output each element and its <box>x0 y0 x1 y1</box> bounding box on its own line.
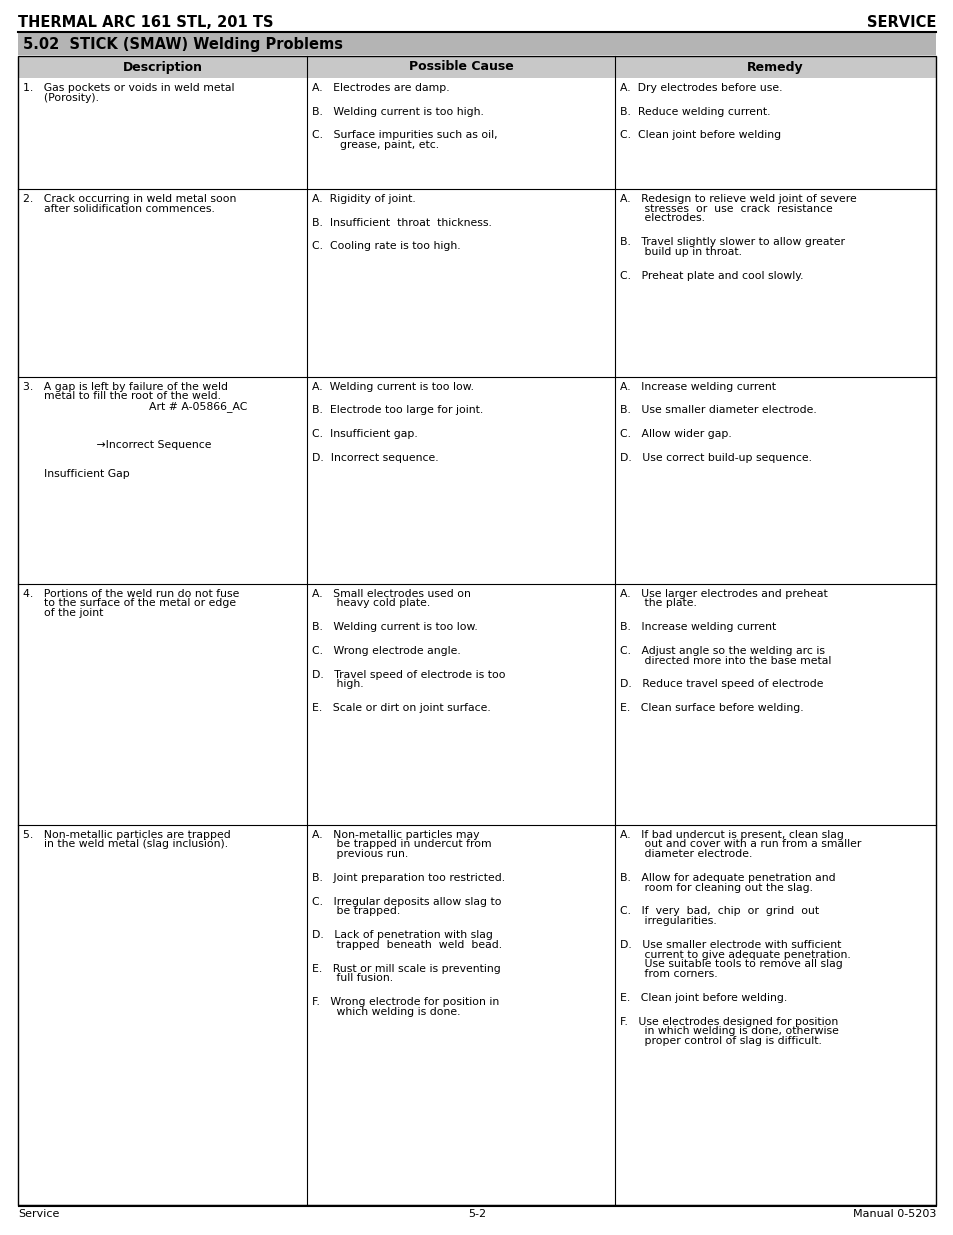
Text: in which welding is done, otherwise: in which welding is done, otherwise <box>619 1026 838 1036</box>
Text: Service: Service <box>18 1209 59 1219</box>
Text: E.   Rust or mill scale is preventing: E. Rust or mill scale is preventing <box>312 963 500 973</box>
Text: E.   Clean joint before welding.: E. Clean joint before welding. <box>619 993 786 1003</box>
Text: A.   Increase welding current: A. Increase welding current <box>619 382 775 391</box>
Text: 5.   Non-metallic particles are trapped: 5. Non-metallic particles are trapped <box>23 830 231 840</box>
Text: C.  Clean joint before welding: C. Clean joint before welding <box>619 131 780 141</box>
Text: 5-2: 5-2 <box>468 1209 485 1219</box>
Text: F.   Wrong electrode for position in: F. Wrong electrode for position in <box>312 997 499 1007</box>
Text: full fusion.: full fusion. <box>312 973 393 983</box>
Text: →Incorrect Sequence: →Incorrect Sequence <box>23 440 212 450</box>
Text: current to give adequate penetration.: current to give adequate penetration. <box>619 950 849 960</box>
Text: THERMAL ARC 161 STL, 201 TS: THERMAL ARC 161 STL, 201 TS <box>18 15 274 30</box>
Text: heavy cold plate.: heavy cold plate. <box>312 599 430 609</box>
Text: build up in throat.: build up in throat. <box>619 247 740 257</box>
Text: electrodes.: electrodes. <box>619 214 704 224</box>
Text: B.  Insufficient  throat  thickness.: B. Insufficient throat thickness. <box>312 217 492 227</box>
Text: Remedy: Remedy <box>746 61 802 74</box>
Text: which welding is done.: which welding is done. <box>312 1007 460 1016</box>
Text: 1.   Gas pockets or voids in weld metal: 1. Gas pockets or voids in weld metal <box>23 83 234 93</box>
Text: irregularities.: irregularities. <box>619 916 716 926</box>
Text: C.   Irregular deposits allow slag to: C. Irregular deposits allow slag to <box>312 897 501 906</box>
Text: A.  Dry electrodes before use.: A. Dry electrodes before use. <box>619 83 781 93</box>
Text: A.   Redesign to relieve weld joint of severe: A. Redesign to relieve weld joint of sev… <box>619 194 856 204</box>
Text: D.   Travel speed of electrode is too: D. Travel speed of electrode is too <box>312 669 505 679</box>
Text: stresses  or  use  crack  resistance: stresses or use crack resistance <box>619 204 832 214</box>
Text: C.   If  very  bad,  chip  or  grind  out: C. If very bad, chip or grind out <box>619 906 818 916</box>
Text: B.   Increase welding current: B. Increase welding current <box>619 622 775 632</box>
Text: A.   If bad undercut is present, clean slag: A. If bad undercut is present, clean sla… <box>619 830 842 840</box>
Text: A.   Small electrodes used on: A. Small electrodes used on <box>312 589 471 599</box>
Text: B.  Electrode too large for joint.: B. Electrode too large for joint. <box>312 405 483 415</box>
Text: after solidification commences.: after solidification commences. <box>23 204 214 214</box>
Bar <box>18 56 935 78</box>
Text: Use suitable tools to remove all slag: Use suitable tools to remove all slag <box>619 960 841 969</box>
Text: C.   Surface impurities such as oil,: C. Surface impurities such as oil, <box>312 131 497 141</box>
Text: directed more into the base metal: directed more into the base metal <box>619 656 830 666</box>
Text: 2.   Crack occurring in weld metal soon: 2. Crack occurring in weld metal soon <box>23 194 236 204</box>
Text: be trapped.: be trapped. <box>312 906 400 916</box>
Bar <box>18 33 935 56</box>
Text: A.  Welding current is too low.: A. Welding current is too low. <box>312 382 474 391</box>
Text: B.  Reduce welding current.: B. Reduce welding current. <box>619 106 769 117</box>
Text: Description: Description <box>122 61 202 74</box>
Text: D.   Use smaller electrode with sufficient: D. Use smaller electrode with sufficient <box>619 940 841 950</box>
Text: B.   Travel slightly slower to allow greater: B. Travel slightly slower to allow great… <box>619 237 843 247</box>
Text: C.  Insufficient gap.: C. Insufficient gap. <box>312 429 417 440</box>
Text: A.  Rigidity of joint.: A. Rigidity of joint. <box>312 194 416 204</box>
Text: Manual 0-5203: Manual 0-5203 <box>852 1209 935 1219</box>
Text: D.   Reduce travel speed of electrode: D. Reduce travel speed of electrode <box>619 679 822 689</box>
Text: C.   Adjust angle so the welding arc is: C. Adjust angle so the welding arc is <box>619 646 823 656</box>
Text: from corners.: from corners. <box>619 969 717 979</box>
Text: C.   Wrong electrode angle.: C. Wrong electrode angle. <box>312 646 460 656</box>
Text: A.   Use larger electrodes and preheat: A. Use larger electrodes and preheat <box>619 589 826 599</box>
Text: F.   Use electrodes designed for position: F. Use electrodes designed for position <box>619 1016 837 1026</box>
Text: 5.02  STICK (SMAW) Welding Problems: 5.02 STICK (SMAW) Welding Problems <box>23 37 343 52</box>
Text: Art # A-05866_AC: Art # A-05866_AC <box>23 401 247 412</box>
Text: B.   Joint preparation too restricted.: B. Joint preparation too restricted. <box>312 873 505 883</box>
Text: E.   Clean surface before welding.: E. Clean surface before welding. <box>619 703 802 713</box>
Text: D.   Lack of penetration with slag: D. Lack of penetration with slag <box>312 930 493 940</box>
Text: proper control of slag is difficult.: proper control of slag is difficult. <box>619 1036 821 1046</box>
Text: A.   Non-metallic particles may: A. Non-metallic particles may <box>312 830 479 840</box>
Text: of the joint: of the joint <box>23 608 103 619</box>
Text: Possible Cause: Possible Cause <box>408 61 513 74</box>
Text: C.   Allow wider gap.: C. Allow wider gap. <box>619 429 731 440</box>
Text: D.   Use correct build-up sequence.: D. Use correct build-up sequence. <box>619 453 811 463</box>
Text: B.   Welding current is too high.: B. Welding current is too high. <box>312 106 483 117</box>
Text: grease, paint, etc.: grease, paint, etc. <box>312 141 438 151</box>
Text: diameter electrode.: diameter electrode. <box>619 848 751 860</box>
Text: C.   Preheat plate and cool slowly.: C. Preheat plate and cool slowly. <box>619 270 802 280</box>
Text: SERVICE: SERVICE <box>865 15 935 30</box>
Text: high.: high. <box>312 679 363 689</box>
Text: D.  Incorrect sequence.: D. Incorrect sequence. <box>312 453 438 463</box>
Text: A.   Electrodes are damp.: A. Electrodes are damp. <box>312 83 449 93</box>
Text: Insufficient Gap: Insufficient Gap <box>23 469 130 479</box>
Text: in the weld metal (slag inclusion).: in the weld metal (slag inclusion). <box>23 840 228 850</box>
Text: the plate.: the plate. <box>619 599 696 609</box>
Text: B.   Welding current is too low.: B. Welding current is too low. <box>312 622 477 632</box>
Text: C.  Cooling rate is too high.: C. Cooling rate is too high. <box>312 241 460 251</box>
Text: 4.   Portions of the weld run do not fuse: 4. Portions of the weld run do not fuse <box>23 589 239 599</box>
Text: 3.   A gap is left by failure of the weld: 3. A gap is left by failure of the weld <box>23 382 228 391</box>
Text: E.   Scale or dirt on joint surface.: E. Scale or dirt on joint surface. <box>312 703 491 713</box>
Text: metal to fill the root of the weld.: metal to fill the root of the weld. <box>23 391 221 401</box>
Text: (Porosity).: (Porosity). <box>23 93 99 103</box>
Text: B.   Use smaller diameter electrode.: B. Use smaller diameter electrode. <box>619 405 816 415</box>
Text: previous run.: previous run. <box>312 848 408 860</box>
Text: trapped  beneath  weld  bead.: trapped beneath weld bead. <box>312 940 502 950</box>
Text: be trapped in undercut from: be trapped in undercut from <box>312 840 492 850</box>
Text: B.   Allow for adequate penetration and: B. Allow for adequate penetration and <box>619 873 835 883</box>
Text: room for cleaning out the slag.: room for cleaning out the slag. <box>619 883 812 893</box>
Text: to the surface of the metal or edge: to the surface of the metal or edge <box>23 599 236 609</box>
Text: out and cover with a run from a smaller: out and cover with a run from a smaller <box>619 840 861 850</box>
